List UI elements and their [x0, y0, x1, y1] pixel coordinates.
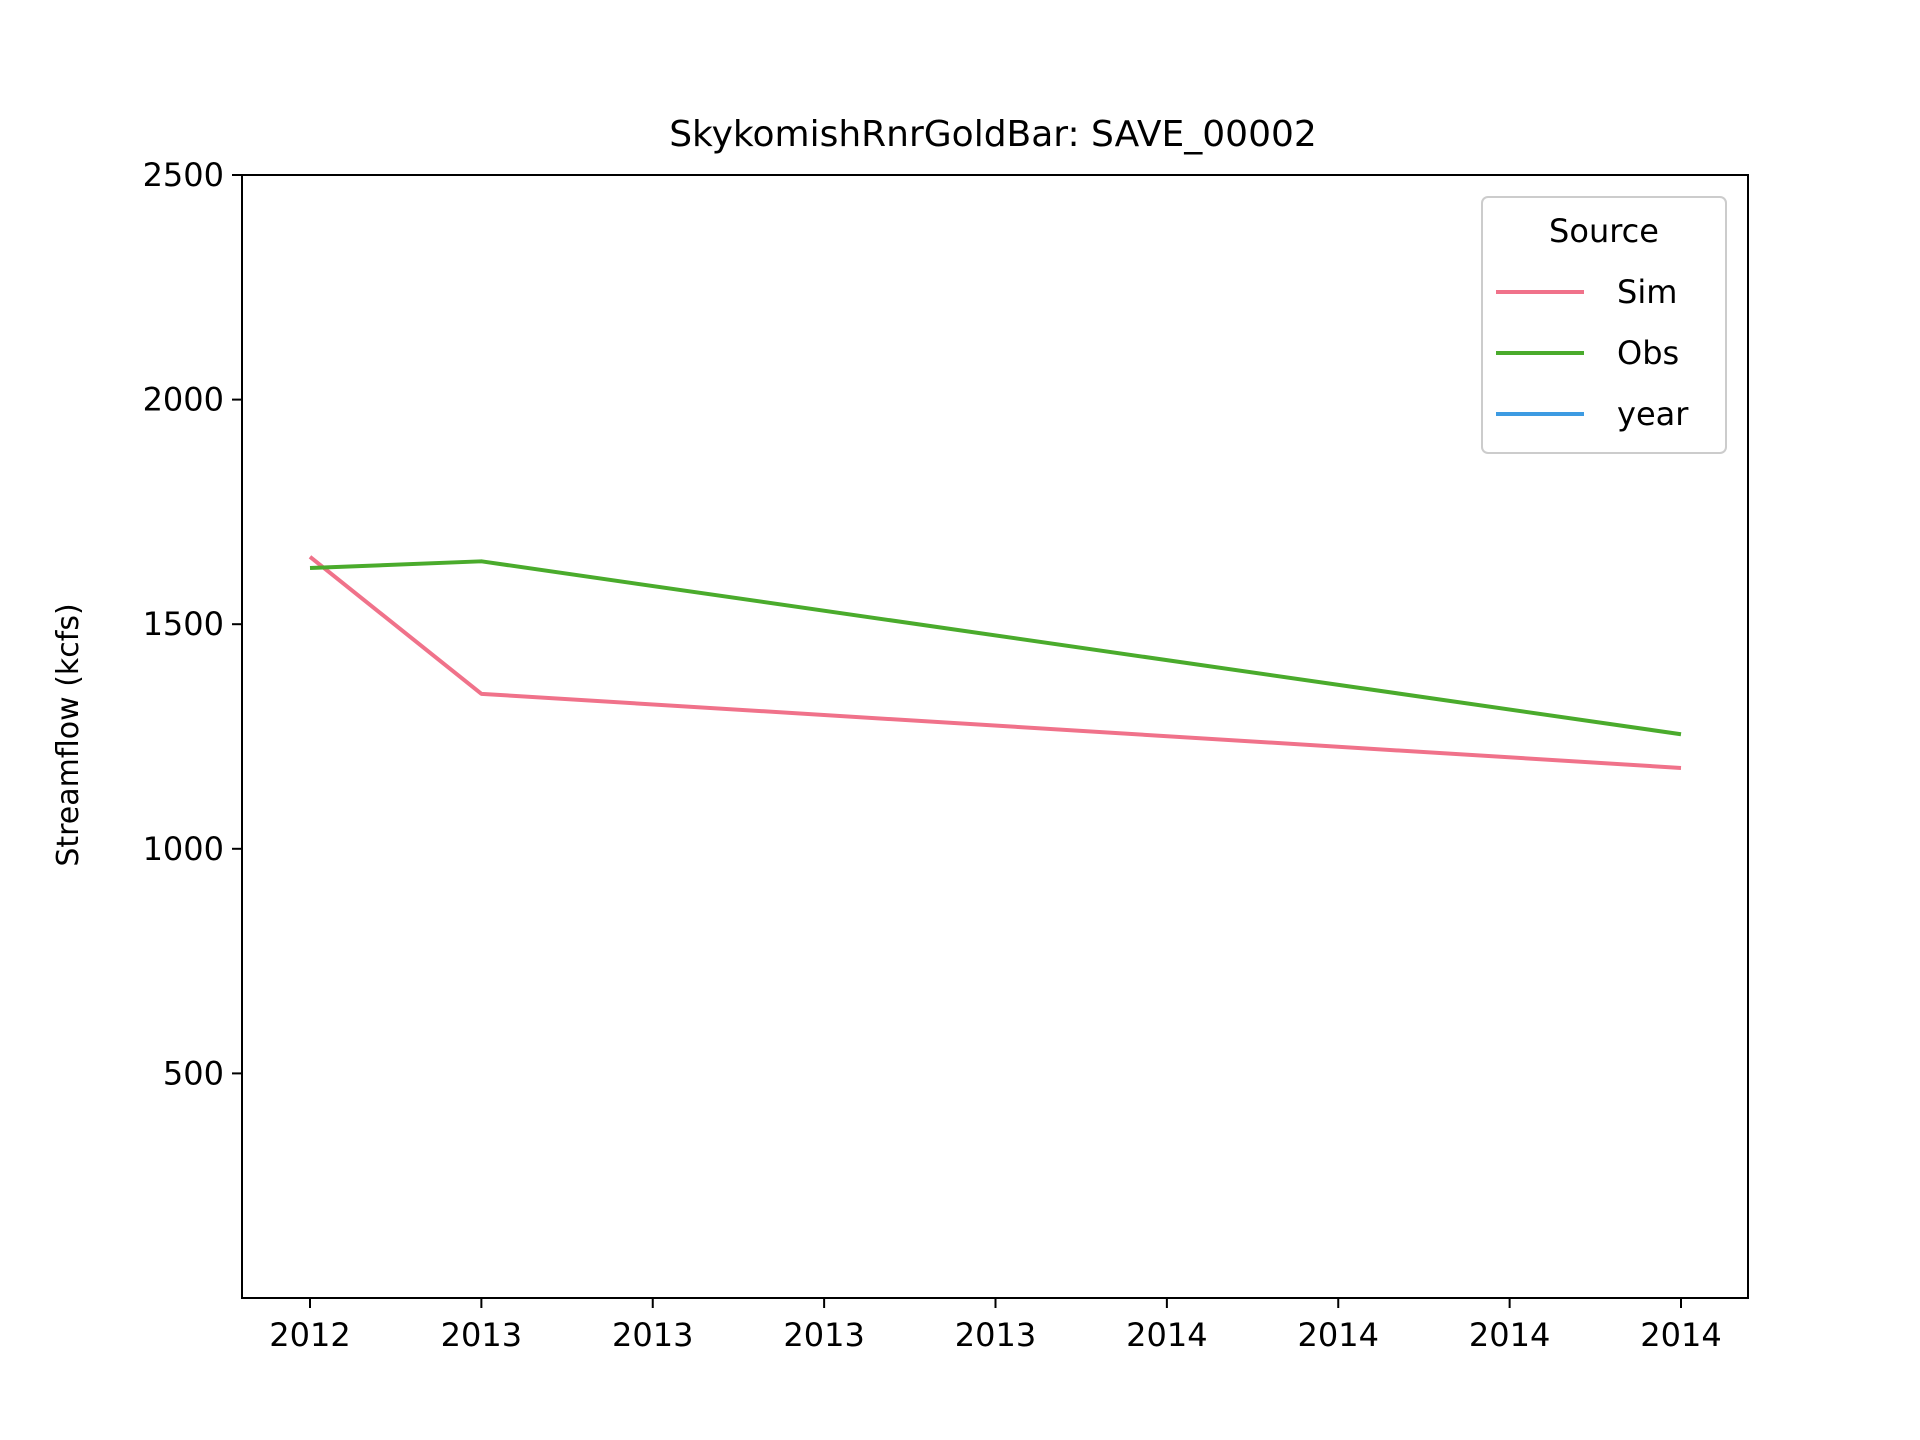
y-tick-label: 1000 — [143, 830, 224, 868]
legend-title: Source — [1549, 212, 1659, 250]
legend-label-sim: Sim — [1617, 273, 1677, 311]
y-tick-label: 2500 — [143, 156, 224, 194]
y-axis-ticks: 500 1000 1500 2000 2500 — [143, 156, 242, 1092]
x-tick-label: 2013 — [955, 1316, 1036, 1354]
x-tick-label: 2013 — [441, 1316, 522, 1354]
y-tick-label: 2000 — [143, 381, 224, 419]
x-tick-label: 2013 — [612, 1316, 693, 1354]
x-tick-label: 2014 — [1298, 1316, 1379, 1354]
chart-title: SkykomishRnrGoldBar: SAVE_00002 — [669, 114, 1317, 155]
legend: Source Sim Obs year — [1481, 196, 1727, 454]
x-tick-label: 2014 — [1126, 1316, 1207, 1354]
legend-label-obs: Obs — [1617, 334, 1679, 372]
x-tick-label: 2014 — [1640, 1316, 1721, 1354]
x-tick-label: 2013 — [783, 1316, 864, 1354]
y-axis-label: Streamflow (kcfs) — [51, 603, 86, 866]
y-tick-label: 500 — [163, 1054, 224, 1092]
x-tick-label: 2014 — [1469, 1316, 1550, 1354]
legend-box — [1481, 196, 1727, 454]
series-line-obs — [309, 559, 1682, 737]
legend-label-year: year — [1617, 395, 1689, 433]
y-tick-label: 1500 — [143, 605, 224, 643]
plot-frame — [241, 174, 1749, 1299]
x-tick-label: 2012 — [269, 1316, 350, 1354]
x-axis-ticks: 2012 2013 2013 2013 2013 2014 2014 2014 2014 — [269, 1298, 1722, 1354]
series-lines — [308, 555, 1682, 770]
legend-entries: Sim Obs year — [1496, 273, 1689, 433]
series-line-sim — [308, 555, 1682, 770]
